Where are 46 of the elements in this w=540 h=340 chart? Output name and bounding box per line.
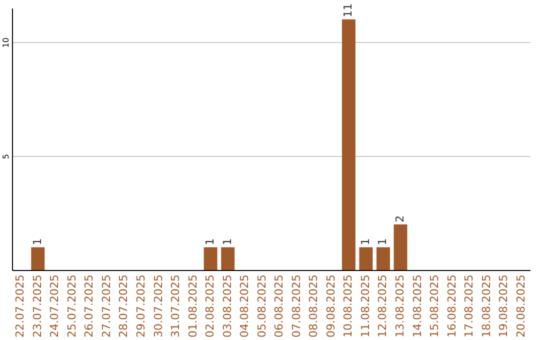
x-tick-label: 25.07.2025 <box>65 274 78 338</box>
x-tick-label: 12.08.2025 <box>376 274 390 338</box>
x-tick-label: 02.08.2025 <box>204 274 217 338</box>
data-label: 1 <box>358 238 372 246</box>
x-tick-label: 26.07.2025 <box>82 274 96 338</box>
bar <box>342 19 356 270</box>
x-tick-label: 11.08.2025 <box>358 274 372 338</box>
x-tick-label: 18.08.2025 <box>480 274 493 338</box>
x-tick-label: 29.07.2025 <box>134 274 148 338</box>
x-tick-label: 23.07.2025 <box>30 274 44 338</box>
x-tick-label: 03.08.2025 <box>220 274 234 338</box>
y-tick-label: 10 <box>2 38 10 48</box>
x-tick-label: 07.08.2025 <box>290 274 303 338</box>
data-label: 2 <box>394 215 406 222</box>
bar <box>394 224 408 270</box>
x-tick-label: 27.07.2025 <box>100 274 113 338</box>
data-label: 1 <box>376 238 390 246</box>
x-tick-label: 08.08.2025 <box>307 274 320 338</box>
y-tick-label: 5 <box>2 154 10 160</box>
data-label: 11 <box>342 3 355 18</box>
data-label: 1 <box>220 238 234 246</box>
x-tick-label: 15.08.2025 <box>428 274 442 338</box>
x-tick-label: 22.07.2025 <box>14 274 27 338</box>
bar <box>204 247 218 270</box>
x-tick-label: 05.08.2025 <box>255 274 268 338</box>
x-tick-label: 16.08.2025 <box>445 274 458 338</box>
bar <box>221 247 235 270</box>
x-tick-label: 24.07.2025 <box>48 274 62 338</box>
data-label: 1 <box>204 238 217 246</box>
x-tick-label: 10.08.2025 <box>342 274 355 338</box>
x-tick-label: 28.07.2025 <box>117 274 130 338</box>
x-tick-label: 19.08.2025 <box>497 274 510 338</box>
x-tick-label: 30.07.2025 <box>152 274 165 338</box>
x-tick-label: 14.08.2025 <box>410 274 424 338</box>
x-tick-label: 13.08.2025 <box>394 274 406 338</box>
bar <box>31 247 45 270</box>
x-tick-label: 31.07.2025 <box>169 274 182 338</box>
bar <box>359 247 373 270</box>
x-tick-label: 01.08.2025 <box>186 274 200 338</box>
x-tick-label: 20.08.2025 <box>514 274 528 338</box>
x-tick-label: 09.08.2025 <box>324 274 338 338</box>
x-tick-label: 06.08.2025 <box>272 274 286 338</box>
bar <box>376 247 390 270</box>
data-label: 1 <box>30 238 44 246</box>
x-tick-label: 04.08.2025 <box>238 274 252 338</box>
x-tick-label: 17.08.2025 <box>462 274 476 338</box>
